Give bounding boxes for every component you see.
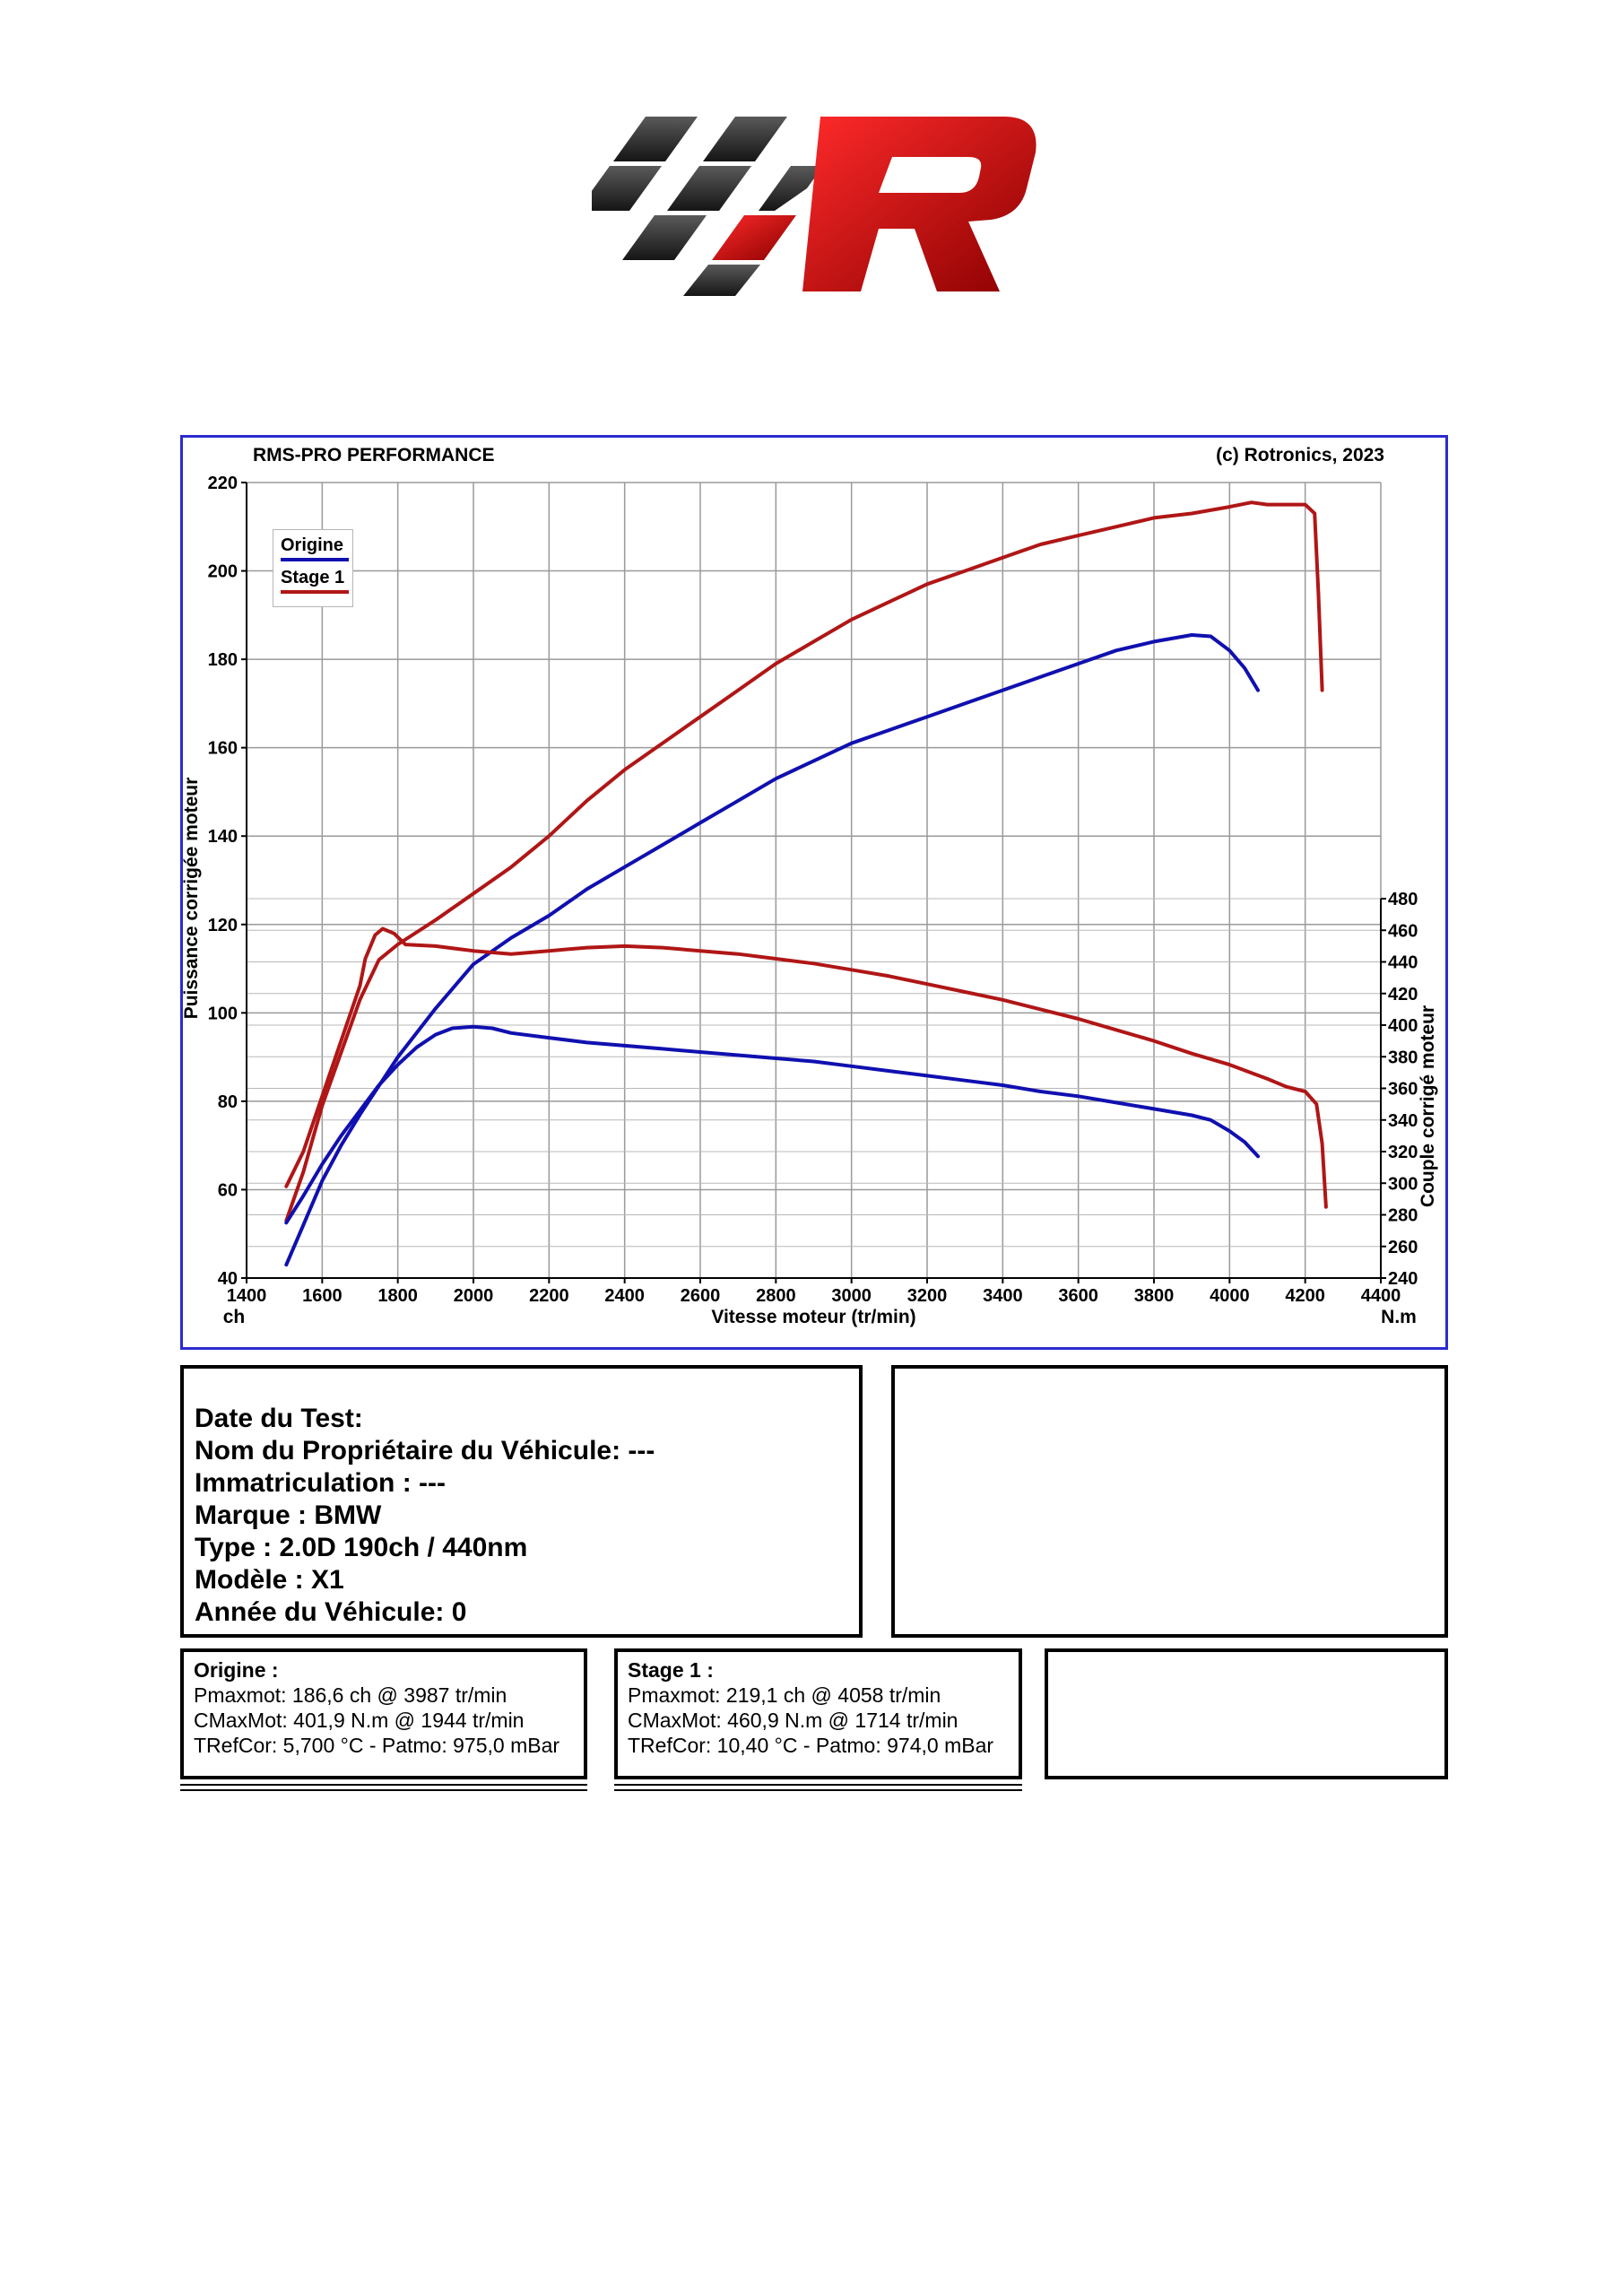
- x-tick-label: 1400: [227, 1286, 267, 1306]
- legend-swatch-stage1: [281, 590, 349, 594]
- x-tick-label: 2200: [529, 1286, 569, 1306]
- x-axis-unit-right: N.m: [1381, 1307, 1417, 1327]
- stage1-pmax: Pmaxmot: 219,1 ch @ 4058 tr/min: [628, 1683, 941, 1707]
- legend-label-stage1: Stage 1: [281, 568, 345, 587]
- x-tick-label: 1800: [377, 1286, 418, 1306]
- y-right-tick-label: 320: [1388, 1143, 1418, 1162]
- y-left-tick-label: 40: [218, 1269, 238, 1289]
- y-right-tick-label: 480: [1388, 890, 1418, 909]
- stage1-results-title: Stage 1 :: [628, 1658, 714, 1682]
- y-right-tick-label: 360: [1388, 1080, 1418, 1100]
- origine-power-curve: [284, 633, 1260, 1267]
- y-axis-title-right: Couple corrigé moteur: [1418, 1005, 1438, 1207]
- x-tick-label: 2600: [681, 1286, 721, 1306]
- x-tick-label: 4000: [1210, 1286, 1250, 1306]
- y-axis-title-left: Puissance corrigée moteur: [183, 778, 202, 1020]
- y-right-tick-label: 420: [1388, 985, 1418, 1004]
- vehicle-model: Modèle : X1: [195, 1565, 344, 1595]
- y-right-tick-label: 460: [1388, 921, 1418, 941]
- origine-pmax: Pmaxmot: 186,6 ch @ 3987 tr/min: [194, 1683, 507, 1707]
- test-date: Date du Test:: [195, 1404, 363, 1433]
- y-left-tick-label: 120: [208, 916, 238, 935]
- origine-results: Origine : Pmaxmot: 186,6 ch @ 3987 tr/mi…: [180, 1648, 587, 1779]
- stage1-results: Stage 1 : Pmaxmot: 219,1 ch @ 4058 tr/mi…: [614, 1648, 1022, 1779]
- legend-label-origine: Origine: [281, 535, 344, 555]
- origine-tref: TRefCor: 5,700 °C - Patmo: 975,0 mBar: [194, 1734, 560, 1757]
- y-left-tick-label: 100: [208, 1004, 238, 1023]
- origine-cmax: CMaxMot: 401,9 N.m @ 1944 tr/min: [194, 1709, 525, 1732]
- rms-logo: [592, 117, 1037, 296]
- owner-name: Nom du Propriétaire du Véhicule: ---: [195, 1436, 655, 1465]
- vehicle-info-panel: Date du Test: Nom du Propriétaire du Véh…: [180, 1365, 863, 1638]
- y-right-tick-label: 340: [1388, 1111, 1418, 1131]
- stage1-power-curve: [284, 500, 1324, 1222]
- x-tick-label: 2000: [454, 1286, 494, 1306]
- y-left-tick-label: 220: [208, 474, 238, 493]
- origine-torque-curve: [284, 1024, 1260, 1225]
- registration: Immatriculation : ---: [195, 1468, 447, 1498]
- x-tick-label: 2400: [604, 1286, 645, 1306]
- x-axis-title: Vitesse moteur (tr/min): [711, 1307, 915, 1327]
- vehicle-type: Type : 2.0D 190ch / 440nm: [195, 1533, 528, 1562]
- y-left-tick-label: 140: [208, 827, 238, 847]
- chart-canvas: RMS-PRO PERFORMANCE (c) Rotronics, 2023 …: [183, 445, 1438, 1327]
- x-tick-label: 3400: [983, 1286, 1023, 1306]
- x-tick-label: 3000: [831, 1286, 872, 1306]
- x-tick-label: 4400: [1361, 1286, 1401, 1306]
- stage1-tref: TRefCor: 10,40 °C - Patmo: 974,0 mBar: [628, 1734, 994, 1757]
- y-left-tick-label: 160: [208, 739, 238, 759]
- origine-underline: [180, 1784, 587, 1791]
- x-tick-label: 4200: [1285, 1286, 1325, 1306]
- x-tick-label: 3600: [1058, 1286, 1098, 1306]
- y-left-tick-label: 60: [218, 1180, 238, 1200]
- y-right-tick-label: 260: [1388, 1238, 1418, 1257]
- stage1-underline: [614, 1784, 1022, 1791]
- empty-panel-bottom-right: [1045, 1648, 1448, 1779]
- y-right-tick-label: 240: [1388, 1269, 1418, 1289]
- empty-panel-top-right: [891, 1365, 1448, 1638]
- x-axis-unit-left: ch: [223, 1307, 246, 1327]
- chart-legend: Origine Stage 1: [273, 529, 353, 607]
- x-tick-label: 1600: [302, 1286, 343, 1306]
- x-tick-label: 3200: [907, 1286, 948, 1306]
- chart-copyright: (c) Rotronics, 2023: [1216, 445, 1384, 465]
- y-left-tick-label: 80: [218, 1092, 238, 1112]
- y-left-tick-label: 180: [208, 650, 238, 670]
- x-tick-label: 3800: [1134, 1286, 1175, 1306]
- y-right-tick-label: 400: [1388, 1016, 1418, 1036]
- x-tick-label: 2800: [756, 1286, 796, 1306]
- stage1-cmax: CMaxMot: 460,9 N.m @ 1714 tr/min: [628, 1709, 958, 1732]
- chart-title: RMS-PRO PERFORMANCE: [253, 445, 495, 465]
- vehicle-year: Année du Véhicule: 0: [195, 1597, 467, 1627]
- y-right-tick-label: 300: [1388, 1174, 1418, 1194]
- y-right-tick-label: 280: [1388, 1206, 1418, 1226]
- y-left-tick-label: 200: [208, 562, 238, 582]
- y-right-tick-label: 440: [1388, 953, 1418, 973]
- dyno-chart: RMS-PRO PERFORMANCE (c) Rotronics, 2023 …: [180, 435, 1448, 1350]
- legend-swatch-origine: [281, 558, 349, 561]
- stage1-torque-curve: [284, 926, 1328, 1209]
- y-right-tick-label: 380: [1388, 1048, 1418, 1067]
- origine-results-title: Origine :: [194, 1658, 279, 1682]
- vehicle-brand: Marque : BMW: [195, 1500, 382, 1530]
